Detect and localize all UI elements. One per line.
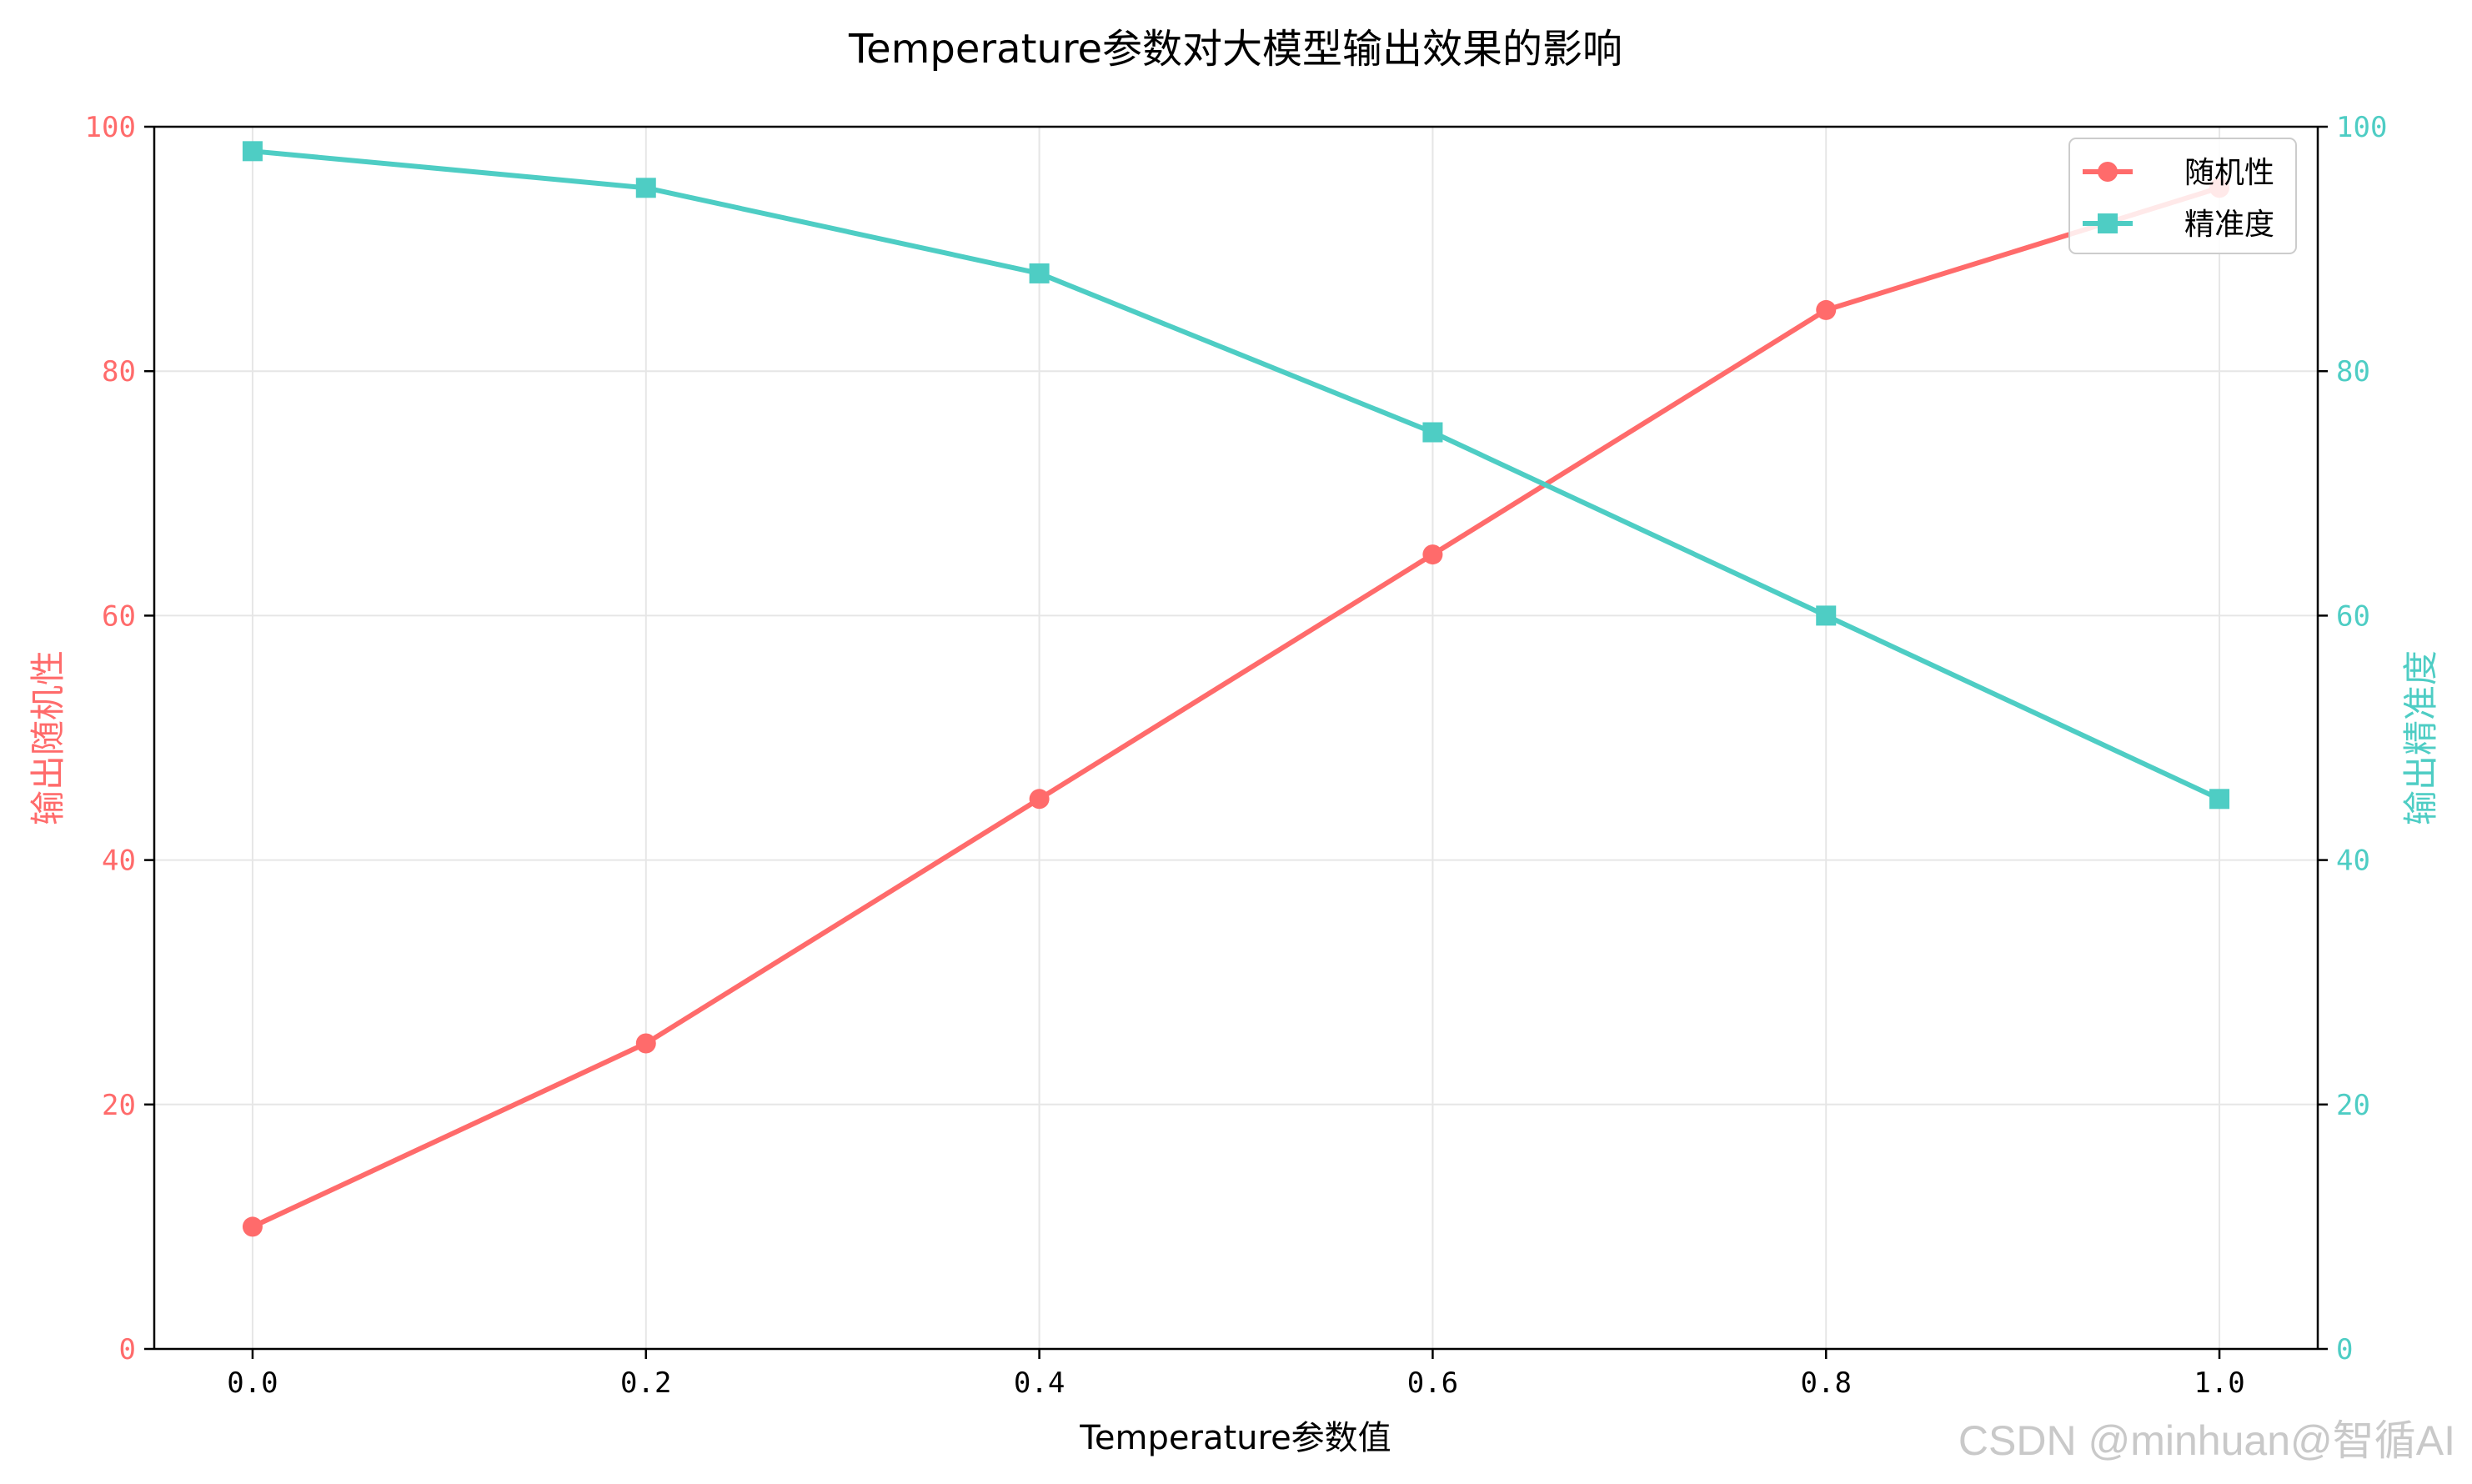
y-right-tick-label-3: 60 xyxy=(2336,599,2370,633)
legend-label-randomness: 随机性 xyxy=(2184,156,2274,190)
y-left-tick-label-5: 100 xyxy=(85,111,136,144)
x-tick-label-0: 0.0 xyxy=(227,1366,278,1400)
series-0-point-2 xyxy=(1029,789,1050,810)
legend-marker-randomness xyxy=(2098,162,2118,182)
y-right-tick-label-4: 80 xyxy=(2336,355,2370,389)
y-axis-label-right: 输出精准度 xyxy=(2400,650,2441,825)
y-right-tick-label-2: 40 xyxy=(2336,845,2370,878)
series-line-1 xyxy=(249,148,2223,802)
legend: 随机性 精准度 xyxy=(2068,138,2297,254)
y-left-tick-label-4: 80 xyxy=(102,355,136,389)
series-0-point-4 xyxy=(1816,299,1837,320)
legend-marker-precision xyxy=(2098,213,2118,233)
series-0-point-1 xyxy=(635,1033,656,1054)
y-right-tick-label-1: 20 xyxy=(2336,1089,2370,1122)
watermark-text: CSDN @minhuan@智循AI xyxy=(1958,1417,2455,1464)
y-right-tick-label-5: 100 xyxy=(2336,111,2387,144)
series-1-point-3 xyxy=(1422,422,1443,443)
y-left-tick-label-3: 60 xyxy=(102,599,136,633)
legend-label-precision: 精准度 xyxy=(2184,208,2274,242)
y-left-tick-label-1: 20 xyxy=(102,1089,136,1122)
y-left-tick-label-2: 40 xyxy=(102,845,136,878)
series-1-point-2 xyxy=(1029,263,1050,283)
x-axis-label: Temperature参数值 xyxy=(1079,1419,1391,1457)
series-1-point-0 xyxy=(242,141,263,162)
series-1-point-5 xyxy=(2209,789,2230,810)
series-layer xyxy=(242,141,2230,1237)
axes-layer: 0.0 0.2 0.4 0.6 0.8 1.0 0 0 20 20 40 40 60 60 80 80 100 1… xyxy=(85,111,2388,1400)
x-tick-label-2: 0.4 xyxy=(1014,1366,1065,1400)
chart-title: Temperature参数对大模型输出效果的影响 xyxy=(848,26,1622,73)
series-line-0 xyxy=(249,185,2223,1230)
series-0-point-0 xyxy=(242,1216,263,1237)
y-left-tick-label-0: 0 xyxy=(119,1333,136,1366)
y-axis-label-left: 输出随机性 xyxy=(28,650,68,825)
x-tick-label-1: 0.2 xyxy=(620,1366,671,1400)
x-tick-label-3: 0.6 xyxy=(1407,1366,1458,1400)
x-tick-label-5: 1.0 xyxy=(2194,1366,2244,1400)
series-1-point-4 xyxy=(1816,605,1837,626)
x-tick-label-4: 0.8 xyxy=(1801,1366,1852,1400)
y-right-tick-label-0: 0 xyxy=(2336,1333,2353,1366)
series-1-point-1 xyxy=(635,178,656,198)
series-0-point-3 xyxy=(1422,544,1443,565)
